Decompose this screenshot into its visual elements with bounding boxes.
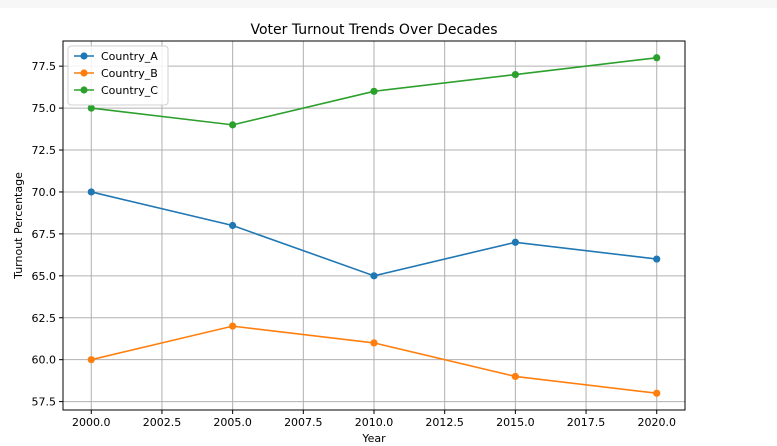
y-tick-label: 67.5: [32, 228, 57, 241]
x-tick-label: 2015.0: [496, 416, 535, 429]
legend-swatch-marker: [80, 86, 88, 94]
data-point: [511, 70, 519, 79]
y-tick-label: 60.0: [32, 354, 57, 367]
legend-item: Country_C: [74, 84, 158, 97]
chart-title: Voter Turnout Trends Over Decades: [250, 22, 497, 38]
data-point: [87, 356, 95, 364]
x-axis-label: Year: [361, 432, 386, 445]
data-point: [87, 188, 95, 196]
data-point: [511, 238, 519, 246]
series-lines: [87, 54, 661, 397]
y-axis-label: Turnout Percentage: [12, 172, 25, 280]
legend: Country_A Country_B Country_C: [67, 45, 169, 106]
data-point: [370, 272, 378, 280]
x-tick-label: 2010.0: [355, 416, 394, 429]
y-tick-label: 72.5: [32, 144, 57, 157]
x-tick-label: 2017.5: [567, 416, 606, 429]
data-point: [370, 87, 378, 95]
data-point: [87, 104, 95, 112]
y-tick-label: 62.5: [32, 312, 57, 325]
x-tick-label: 2007.5: [284, 416, 323, 429]
y-tick-label: 70.0: [32, 186, 57, 199]
legend-label: Country_B: [101, 67, 158, 80]
x-tick-label: 2005.0: [213, 416, 252, 429]
series-country-c: [87, 54, 661, 129]
y-tick-label: 75.0: [32, 102, 57, 115]
plot-frame: [62, 40, 686, 411]
data-point: [370, 339, 378, 347]
y-tick-label: 77.5: [32, 60, 57, 73]
data-point: [653, 54, 661, 62]
data-point: [229, 322, 237, 330]
x-tick-label: 2012.5: [425, 416, 464, 429]
legend-swatch-marker: [80, 69, 88, 77]
series-country-b: [87, 322, 661, 397]
y-tick-label: 57.5: [32, 396, 57, 409]
data-point: [653, 389, 661, 397]
x-tick-label: 2000.0: [72, 416, 111, 429]
axis-ticks: 2000.0 2002.5 2005.0 2007.5 2010.0 2012.5 2015…: [32, 60, 676, 429]
legend-item: Country_A: [74, 50, 158, 63]
window-top-strip: [0, 0, 777, 8]
data-point: [229, 121, 237, 129]
x-tick-label: 2002.5: [143, 416, 182, 429]
legend-swatch-marker: [80, 52, 88, 60]
x-tick-label: 2020.0: [637, 416, 676, 429]
data-point: [511, 372, 519, 381]
series-country-a: [87, 188, 661, 280]
y-tick-label: 65.0: [32, 270, 57, 283]
legend-label: Country_C: [101, 84, 158, 97]
legend-item: Country_B: [74, 67, 158, 80]
data-point: [653, 255, 661, 263]
data-point: [229, 221, 237, 230]
legend-label: Country_A: [101, 50, 158, 63]
